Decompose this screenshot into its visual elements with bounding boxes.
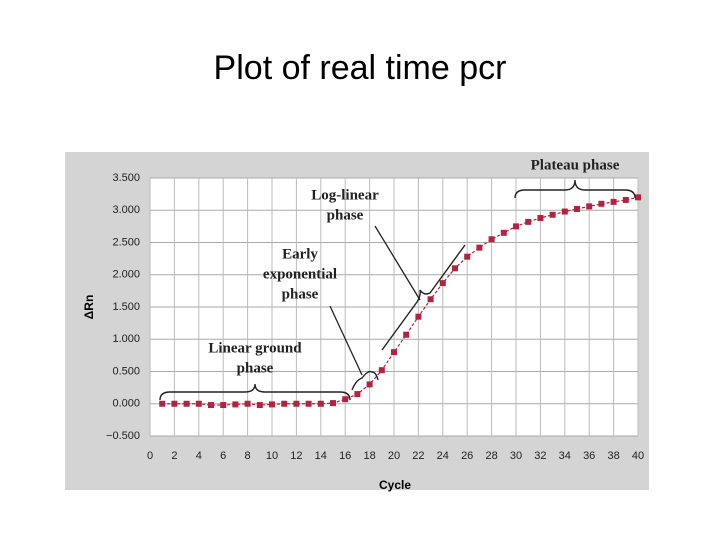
data-point [159, 400, 166, 407]
data-point [598, 200, 605, 207]
grid: −0.500 0.000 0.500 1.000 1.500 2.000 2.500 3.00… [106, 172, 644, 462]
data-point [464, 253, 471, 260]
annotation: Plateau phase [531, 157, 620, 173]
x-tick-label: 38 [607, 450, 619, 462]
y-tick-label: 2.500 [112, 236, 140, 248]
data-point [293, 400, 300, 407]
data-point [354, 391, 361, 398]
data-point [537, 214, 544, 221]
data-point [525, 218, 532, 225]
data-point [256, 402, 263, 409]
data-point [513, 223, 519, 230]
data-point [366, 381, 373, 388]
annotation: Linear ground [208, 340, 302, 356]
y-tick-label: 1.500 [112, 301, 140, 313]
data-point [171, 400, 178, 407]
x-axis-title: Cycle [379, 478, 411, 492]
y-tick-label: 0.500 [112, 365, 140, 377]
data-point [183, 400, 190, 407]
data-point [476, 244, 483, 251]
data-point [610, 198, 617, 205]
annotation: Log-linear [311, 187, 379, 203]
annotation: exponential [263, 266, 337, 282]
x-tick-label: 8 [245, 450, 251, 462]
data-point [195, 400, 202, 407]
x-tick-label: 28 [485, 450, 497, 462]
annotation: Early [282, 246, 318, 262]
x-tick-label: 26 [461, 450, 473, 462]
data-point [439, 280, 446, 287]
y-tick-label: 1.000 [112, 333, 140, 345]
y-axis-title: ΔRn [82, 295, 96, 320]
annotations: Plateau phase Log-linear phase Early exponen… [208, 157, 619, 376]
data-point [415, 313, 422, 320]
x-tick-label: 4 [196, 450, 202, 462]
x-tick-label: 12 [290, 450, 302, 462]
data-point [269, 401, 275, 408]
marks [159, 194, 641, 409]
x-tick-label: 18 [363, 450, 375, 462]
series-line [162, 196, 639, 406]
y-tick-label: 0.000 [112, 398, 140, 410]
x-tick-label: 40 [632, 450, 644, 462]
data-point [391, 349, 397, 356]
data-point [342, 396, 349, 403]
data-point [561, 208, 568, 215]
data-point [317, 400, 324, 407]
data-point [488, 236, 495, 243]
data-point [208, 402, 214, 409]
y-tick-label: −0.500 [106, 430, 140, 442]
data-point [500, 229, 507, 236]
y-tick-label: 3.500 [112, 172, 140, 184]
early-brace [351, 370, 379, 391]
x-tick-label: 2 [171, 450, 177, 462]
log-linear-pointer [374, 225, 421, 301]
data-point [305, 400, 312, 407]
braces [159, 179, 636, 401]
x-tick-label: 34 [559, 450, 571, 462]
annotation: phase [237, 360, 274, 376]
data-point [232, 401, 239, 408]
log-linear-brace [381, 244, 466, 351]
slide-title: Plot of real time pcr [214, 49, 507, 87]
x-tick-label: 0 [147, 450, 153, 462]
x-tick-label: 14 [315, 450, 327, 462]
data-point [452, 265, 458, 272]
annotation: phase [282, 286, 319, 302]
x-tick-label: 22 [412, 450, 424, 462]
data-point [244, 400, 251, 407]
data-point [378, 367, 385, 374]
data-point [586, 203, 593, 210]
early-pointer [329, 305, 363, 376]
y-tick-label: 3.000 [112, 204, 140, 216]
data-point [635, 194, 641, 201]
data-point [403, 331, 410, 338]
x-tick-label: 24 [437, 450, 449, 462]
x-tick-label: 32 [534, 450, 546, 462]
x-tick-label: 20 [388, 450, 400, 462]
annotation: phase [327, 207, 364, 223]
plateau-brace [514, 179, 636, 199]
data-point [427, 296, 434, 303]
data-point [622, 196, 629, 203]
x-tick-label: 10 [266, 450, 278, 462]
x-tick-label: 30 [510, 450, 522, 462]
data-point [549, 211, 556, 218]
y-tick-label: 2.000 [112, 269, 140, 281]
x-tick-label: 6 [220, 450, 226, 462]
data-point [330, 400, 336, 407]
x-tick-label: 16 [339, 450, 351, 462]
data-point [220, 402, 227, 409]
data-point [574, 205, 580, 212]
data-point [281, 400, 288, 407]
x-tick-label: 36 [583, 450, 595, 462]
ground-brace [159, 383, 351, 401]
